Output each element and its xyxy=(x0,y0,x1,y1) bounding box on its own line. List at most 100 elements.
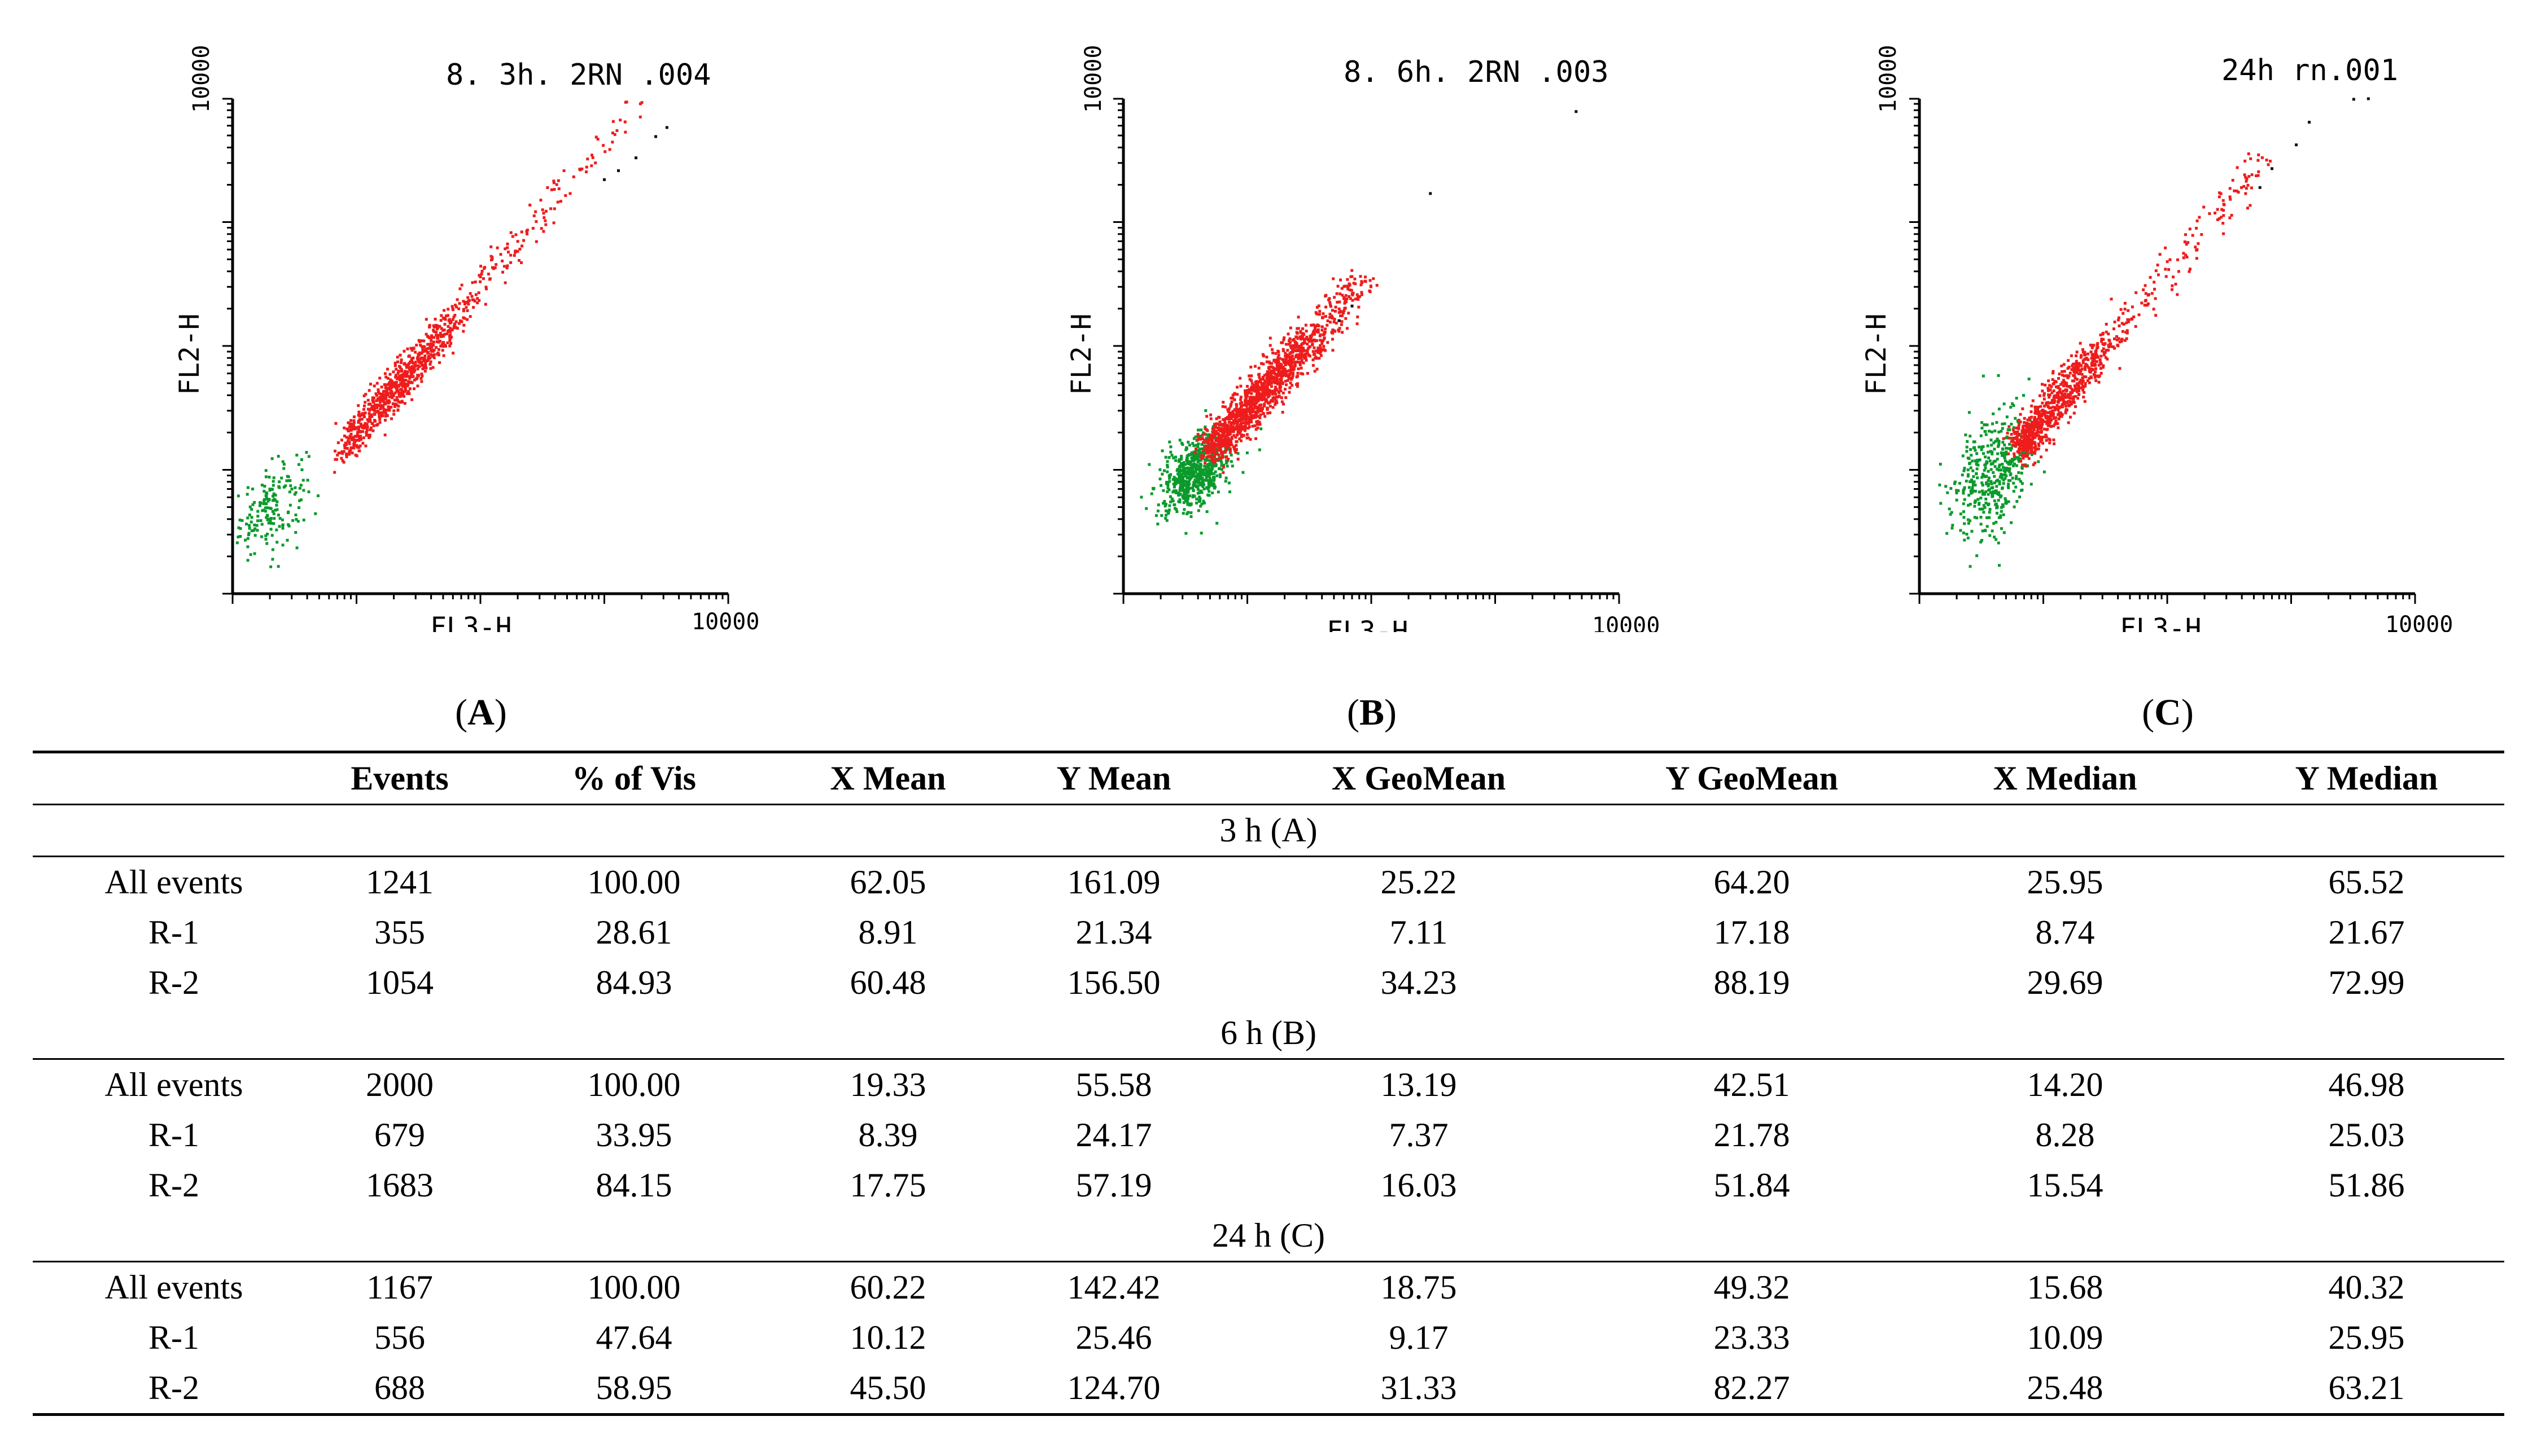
data-point-r-2 xyxy=(390,390,393,393)
data-point-r-2 xyxy=(2067,400,2070,403)
data-point-r-2 xyxy=(364,426,367,429)
data-point-r-1 xyxy=(1191,442,1195,445)
data-point-r-2 xyxy=(1273,396,1276,399)
data-point-r-1 xyxy=(1938,483,1941,486)
data-point-r-2 xyxy=(1266,375,1270,378)
data-point-r-2 xyxy=(2113,321,2116,324)
data-point-r-1 xyxy=(1177,500,1180,503)
data-point-r-2 xyxy=(2037,437,2041,440)
data-point-r-2 xyxy=(2032,441,2035,444)
data-point-r-2 xyxy=(1315,312,1319,315)
data-point-r-2 xyxy=(2057,392,2060,396)
data-point-r-2 xyxy=(2050,401,2053,405)
data-point-r-1 xyxy=(1158,477,1162,481)
table-cell: 10.09 xyxy=(2027,1319,2103,1356)
data-point-r-2 xyxy=(439,331,442,335)
data-point-r-1 xyxy=(1962,510,1965,514)
data-point-r-1 xyxy=(1168,440,1171,444)
data-point-r-1 xyxy=(1182,471,1185,475)
data-point-r-2 xyxy=(1266,411,1270,415)
data-point-r-2 xyxy=(2090,368,2094,371)
data-point-r-2 xyxy=(454,304,457,307)
data-point-r-2 xyxy=(1355,293,1359,296)
data-point-r-1 xyxy=(1982,452,1985,455)
data-point-r-1 xyxy=(1197,509,1200,512)
data-point-r-2 xyxy=(1270,385,1273,388)
table-cell: 1241 xyxy=(366,863,434,901)
data-point-r-2 xyxy=(2080,354,2083,357)
data-point-r-2 xyxy=(1268,378,1271,381)
data-point-r-2 xyxy=(2075,371,2078,374)
data-point-r-1 xyxy=(271,558,274,561)
data-point-r-2 xyxy=(336,441,340,444)
table-cell: 10.12 xyxy=(850,1319,926,1356)
data-point-r-2 xyxy=(2069,402,2072,405)
data-point-r-2 xyxy=(1200,437,1204,441)
data-point-r-2 xyxy=(342,450,345,453)
data-point-r-2 xyxy=(1300,356,1303,359)
data-point-r-2 xyxy=(435,331,438,334)
data-point-r-2 xyxy=(469,292,472,295)
data-point-r-2 xyxy=(2037,426,2041,429)
data-point-r-2 xyxy=(2250,186,2253,190)
data-point-r-1 xyxy=(1197,499,1201,502)
data-point-r-2 xyxy=(2062,398,2065,401)
data-point-r-2 xyxy=(2070,368,2074,371)
data-point-r-1 xyxy=(272,480,275,483)
data-point-r-2 xyxy=(1326,323,1329,327)
data-point-r-2 xyxy=(502,265,506,268)
table-cell: 88.19 xyxy=(1713,964,1790,1001)
data-point-r-2 xyxy=(428,336,431,339)
data-point-r-2 xyxy=(414,363,417,367)
data-point-r-2 xyxy=(401,392,405,395)
data-point-r-2 xyxy=(2096,345,2099,349)
data-point-r-2 xyxy=(2099,367,2102,370)
data-point-r-2 xyxy=(1274,352,1278,355)
data-point-r-1 xyxy=(1194,453,1197,457)
data-point-r-2 xyxy=(2198,216,2201,219)
data-point-r-2 xyxy=(1254,396,1258,400)
data-point-r-2 xyxy=(348,442,351,445)
data-point-r-1 xyxy=(2009,406,2013,409)
data-point-r-1 xyxy=(1195,479,1198,482)
data-point-outlier xyxy=(603,178,606,181)
data-point-r-1 xyxy=(1200,472,1204,476)
data-point-r-2 xyxy=(2052,438,2055,441)
data-point-r-2 xyxy=(2018,440,2022,443)
data-point-r-2 xyxy=(335,458,339,461)
data-point-r-2 xyxy=(1239,376,1242,380)
data-point-r-2 xyxy=(377,404,380,407)
data-point-r-2 xyxy=(2240,186,2243,189)
data-point-r-1 xyxy=(1200,475,1203,478)
data-point-r-1 xyxy=(253,534,257,537)
data-point-r-1 xyxy=(1199,459,1202,462)
data-point-r-1 xyxy=(1187,490,1190,494)
data-point-r-2 xyxy=(1296,348,1299,352)
data-point-r-2 xyxy=(340,438,343,442)
data-point-r-2 xyxy=(2231,178,2234,182)
data-point-r-2 xyxy=(2053,423,2057,426)
data-point-r-2 xyxy=(348,450,351,453)
table-cell: 8.91 xyxy=(858,914,918,951)
data-point-r-2 xyxy=(349,437,352,440)
data-point-r-1 xyxy=(1188,461,1192,464)
data-point-r-1 xyxy=(1179,484,1182,487)
data-point-r-1 xyxy=(275,541,279,544)
data-point-r-2 xyxy=(491,266,494,269)
data-point-r-1 xyxy=(1983,430,1987,433)
data-point-r-2 xyxy=(2068,415,2072,419)
data-point-r-1 xyxy=(2004,497,2007,501)
data-point-r-1 xyxy=(1992,412,1995,415)
data-point-r-2 xyxy=(2072,401,2076,404)
data-point-r-1 xyxy=(1965,479,1968,483)
data-point-r-2 xyxy=(435,334,438,337)
data-point-r-2 xyxy=(2221,222,2225,225)
data-point-r-2 xyxy=(375,406,379,409)
data-point-r-2 xyxy=(1215,444,1219,447)
data-point-r-2 xyxy=(371,429,375,432)
data-point-r-1 xyxy=(1202,473,1206,477)
data-point-r-2 xyxy=(1291,374,1294,378)
plot-b-y-label: FL2-H xyxy=(1066,314,1097,396)
data-point-r-1 xyxy=(295,518,298,521)
data-point-r-2 xyxy=(1227,458,1230,461)
